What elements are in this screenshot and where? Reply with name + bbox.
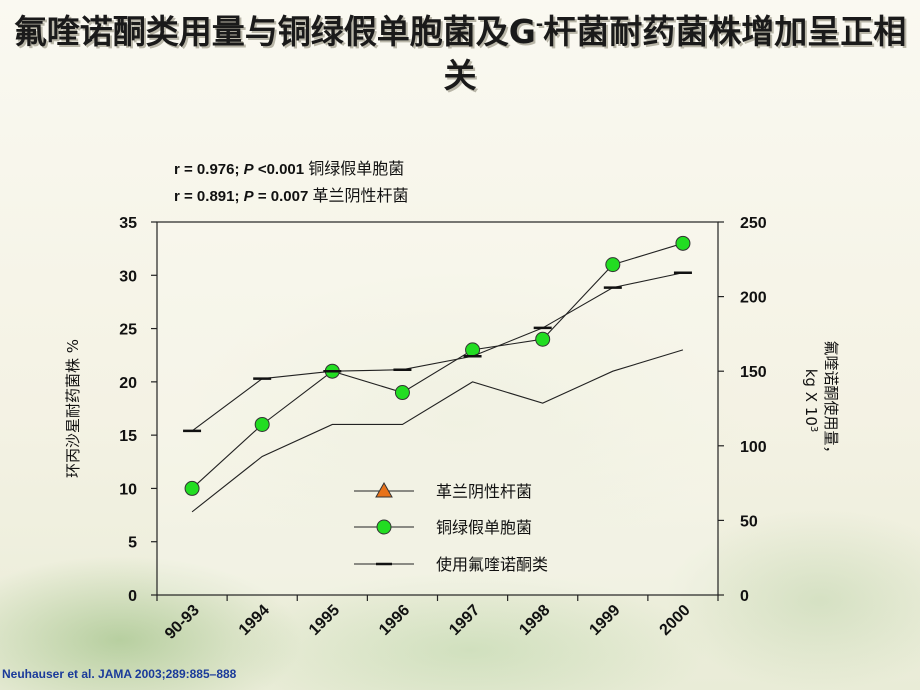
stat-line-pseudomonas: r = 0.976; P <0.001 铜绿假单胞菌 [174,156,408,183]
stat-label: 革兰阴性杆菌 [312,186,409,205]
slide-title: 氟喹诺酮类用量与铜绿假单胞菌及G-杆菌耐药菌株增加呈正相关 [0,10,920,98]
left-tick-label: 20 [119,375,137,392]
stat-label: 铜绿假单胞菌 [308,159,405,178]
right-tick-label: 0 [740,588,749,605]
x-tick-label: 1995 [306,602,343,639]
pseudomonas-point [184,480,200,496]
stat-prefix: r = 0.891; [174,188,244,205]
left-tick-label: 0 [128,588,137,605]
x-tick-label: 1994 [236,602,273,639]
left-tick-label: 30 [119,268,137,285]
x-tick-label: 1997 [446,602,483,639]
stat-p: P [243,188,254,205]
pseudomonas-point [394,385,410,401]
x-tick-label: 1998 [516,602,553,639]
series-line-dash [191,272,684,432]
correlation-stats: r = 0.976; P <0.001 铜绿假单胞菌 r = 0.891; P … [174,156,408,210]
pseudomonas-point [675,235,691,251]
pseudomonas-point [254,416,270,432]
citation: Neuhauser et al. JAMA 2003;289:885–888 [2,667,237,681]
right-tick-label: 250 [740,215,767,232]
y-axis-label-right-unit: kg X 103 [802,369,820,432]
title-superscript: - [535,14,544,35]
x-tick-label: 90-93 [162,602,203,643]
legend-label: 使用氟喹诺酮类 [436,555,548,574]
right-tick-label: 100 [740,439,767,456]
stat-p: P [243,161,254,178]
y-axis-label-left: 环丙沙星耐药菌株 % [64,339,82,478]
plot-area [156,221,719,596]
legend-label: 铜绿假单胞菌 [436,518,532,537]
title-rest: 杆菌耐药菌株增加呈正相关 [443,12,907,95]
x-tick-label: 2000 [657,602,694,639]
left-tick-label: 5 [128,535,137,552]
left-tick-label: 15 [119,428,137,445]
title-main: 氟喹诺酮类用量与铜绿假单胞菌及G [13,12,536,51]
series-line-circle [191,242,684,489]
pseudomonas-point [605,257,621,273]
legend-triangle-marker [375,481,393,498]
series-line-triangle [191,349,684,513]
stat-prefix: r = 0.976; [174,161,244,178]
y-axis-label-right: 氟喹诺酮使用量， [822,340,840,460]
x-tick-label: 1996 [376,602,413,639]
stat-cmp: = 0.007 [253,188,313,205]
right-tick-label: 150 [740,364,767,381]
pseudomonas-point [535,331,551,347]
stat-line-gram-negative: r = 0.891; P = 0.007 革兰阴性杆菌 [174,183,408,210]
legend-circle-marker [376,519,392,535]
right-tick-label: 200 [740,290,767,307]
left-tick-label: 10 [119,481,137,498]
left-tick-label: 35 [119,215,137,232]
left-tick-label: 25 [119,322,137,339]
stat-cmp: <0.001 [253,161,309,178]
legend-label: 革兰阴性杆菌 [436,482,532,501]
right-tick-label: 50 [740,513,758,530]
x-tick-label: 1999 [586,602,623,639]
